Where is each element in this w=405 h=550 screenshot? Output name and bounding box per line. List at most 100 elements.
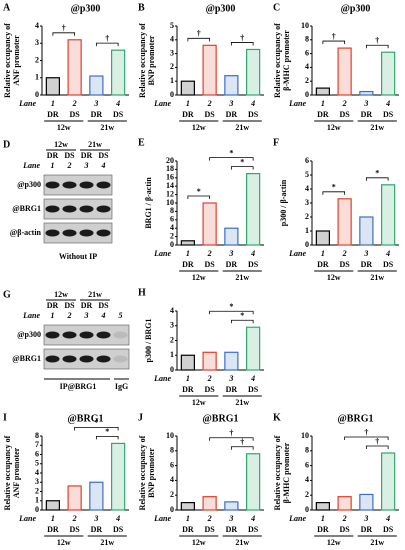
lane-number: 3 <box>228 249 233 258</box>
y-tick-label: 5 <box>35 459 39 468</box>
y-tick-label: 3 <box>35 477 39 486</box>
lane-number: 1 <box>186 514 190 523</box>
age-label: 21w <box>235 123 249 132</box>
lane-number: 3 <box>93 514 98 523</box>
lane-number: 1 <box>186 249 190 258</box>
y-axis-label: Relative occupancy of <box>138 23 147 98</box>
y-tick-label: 20 <box>166 156 174 165</box>
y-tick-label: 0 <box>35 505 39 514</box>
lane-number: 2 <box>207 514 212 523</box>
y-tick-label: 3 <box>170 321 174 330</box>
panel-letter: H <box>138 287 146 298</box>
bar <box>110 49 126 96</box>
condition-label: DS <box>340 260 351 269</box>
y-tick-label: 10 <box>301 431 309 440</box>
bar <box>224 351 239 371</box>
sig-label: * <box>240 157 244 166</box>
y-axis-label: BNP promoter <box>147 35 156 85</box>
age-label: 12w <box>192 398 206 407</box>
y-tick-label: 2 <box>35 486 39 495</box>
lane-number: 3 <box>228 514 233 523</box>
sig-bracket <box>322 191 346 195</box>
age-label: 21w <box>100 123 114 132</box>
condition-label: DR <box>47 151 59 160</box>
y-tick-label: 4 <box>305 475 309 484</box>
bar <box>202 44 217 96</box>
sig-bracket <box>365 177 389 181</box>
y-tick-label: 4 <box>170 475 174 484</box>
lane-label: Lane <box>153 374 171 383</box>
y-tick-label: 5 <box>305 170 309 179</box>
y-axis-label: ANF promoter <box>12 447 21 498</box>
age-label: 12w <box>327 273 341 282</box>
condition-label: DR <box>226 525 238 534</box>
blot-row-label: @BRG1 <box>12 204 41 213</box>
y-axis-label: Relative occupancy of <box>138 435 147 510</box>
lane-number: 4 <box>250 249 255 258</box>
lane-number: 2 <box>207 249 212 258</box>
condition-label: DS <box>205 525 216 534</box>
blot-strip <box>43 174 113 196</box>
lane-number: 2 <box>67 311 72 320</box>
lane-number: 3 <box>93 99 98 108</box>
blot-footer: IP@BRG1 <box>60 382 97 391</box>
condition-label: DR <box>361 110 373 119</box>
lane-number: 2 <box>207 374 212 383</box>
sig-label: † <box>375 36 379 45</box>
y-tick-label: 4 <box>170 35 174 44</box>
sig-bracket <box>95 436 119 440</box>
panel-letter: J <box>138 412 143 423</box>
sig-label: † <box>105 34 109 43</box>
bar <box>381 51 396 96</box>
condition-label: DR <box>226 385 238 394</box>
age-label: 21w <box>235 538 249 547</box>
condition-label: DS <box>340 110 351 119</box>
y-tick-label: 2 <box>170 490 174 499</box>
blot-band <box>62 205 77 213</box>
lane-label: Lane <box>22 161 40 170</box>
condition-label: DR <box>317 110 329 119</box>
y-axis-label: β-MHC promoter <box>282 442 291 503</box>
blot-row-label: @β-actin <box>10 228 42 237</box>
y-tick-label: 4 <box>170 306 174 315</box>
chart-title: @p300 <box>71 3 101 14</box>
y-tick-label: 5 <box>170 21 174 30</box>
sig-label: † <box>332 32 336 41</box>
bar <box>45 77 60 96</box>
y-tick-label: 4 <box>35 21 39 30</box>
y-axis-label: Relative occupancy of <box>3 23 12 98</box>
lane-label: Lane <box>153 99 171 108</box>
y-tick-label: 6 <box>170 215 174 224</box>
lane-number: 2 <box>342 249 347 258</box>
y-tick-label: 1 <box>170 76 174 85</box>
bar <box>381 452 396 511</box>
sig-label: † <box>240 438 244 447</box>
lane-number: 3 <box>363 514 368 523</box>
lane-number: 3 <box>363 249 368 258</box>
condition-label: DR <box>47 110 59 119</box>
sig-bracket <box>187 195 211 199</box>
bar <box>180 502 196 511</box>
panel-letter: C <box>273 2 280 13</box>
blot-band <box>45 331 60 339</box>
chart-title: @BRG1 <box>68 413 104 424</box>
bar <box>202 202 217 246</box>
bar <box>180 240 196 246</box>
blot-band <box>45 181 60 189</box>
lane-label: Lane <box>18 99 36 108</box>
lane-label: Lane <box>18 514 36 523</box>
y-tick-label: 10 <box>166 431 174 440</box>
bar <box>315 230 331 246</box>
y-tick-label: 1 <box>35 496 39 505</box>
sig-bracket <box>209 310 254 315</box>
bar <box>89 75 104 96</box>
lane-number: 2 <box>72 99 77 108</box>
y-tick-label: 1 <box>35 73 39 82</box>
y-tick-label: 8 <box>305 35 309 44</box>
sig-bracket <box>95 42 119 47</box>
age-label: 12w <box>57 538 71 547</box>
y-tick-label: 0 <box>170 90 174 99</box>
bar <box>315 87 331 96</box>
lane-number: 3 <box>363 99 368 108</box>
y-tick-label: 16 <box>166 173 174 182</box>
